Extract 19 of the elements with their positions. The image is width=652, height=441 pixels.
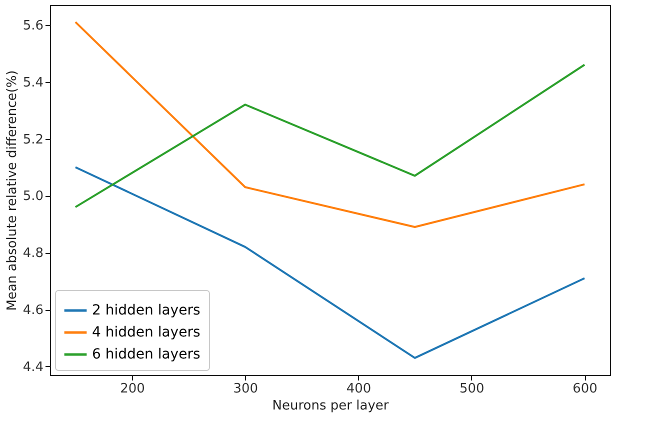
y-tick-label: 4.4: [22, 360, 44, 375]
x-tick-label: 400: [346, 382, 372, 396]
x-tick-label: 200: [120, 382, 145, 396]
line-series: [74, 64, 586, 208]
y-axis-title: Mean absolute relative difference(%): [4, 70, 20, 311]
x-tick-label: 300: [233, 382, 258, 396]
legend-label: 4 hidden layers: [92, 324, 200, 340]
legend-label: 2 hidden layers: [92, 302, 200, 318]
y-tick-label: 5.2: [22, 132, 44, 148]
legend-label: 6 hidden layers: [92, 346, 200, 362]
y-tick-label: 5.0: [22, 189, 44, 204]
y-tick-label: 5.4: [22, 75, 44, 90]
y-tick-label: 4.6: [22, 303, 44, 318]
x-tick-label: 500: [460, 382, 484, 396]
y-tick-label: 4.8: [22, 246, 44, 262]
x-tick-label: 600: [572, 382, 598, 396]
y-tick-label: 5.6: [22, 18, 44, 34]
x-axis-title: Neurons per layer: [272, 398, 390, 414]
line-series: [74, 21, 586, 228]
